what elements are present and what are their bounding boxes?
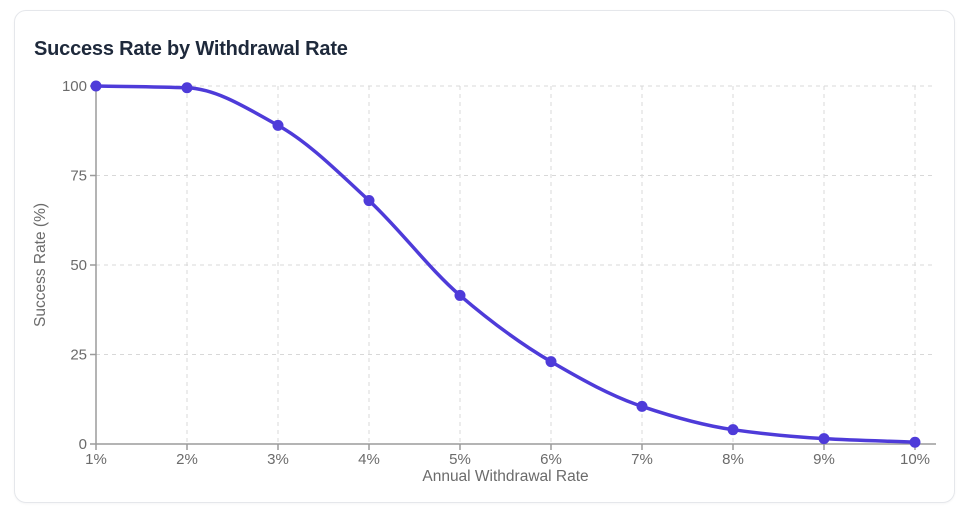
x-tick-label: 6% — [540, 451, 562, 468]
data-point — [818, 433, 830, 445]
data-point — [90, 80, 102, 92]
data-point — [363, 195, 375, 207]
x-tick-label: 5% — [449, 451, 471, 468]
x-axis-title: Annual Withdrawal Rate — [422, 468, 588, 485]
data-point — [636, 400, 648, 412]
y-tick-label: 0 — [79, 436, 87, 453]
data-point — [272, 119, 284, 131]
data-point — [545, 356, 557, 368]
x-tick-label: 4% — [358, 451, 380, 468]
x-tick-label: 7% — [631, 451, 653, 468]
x-tick-label: 1% — [85, 451, 107, 468]
chart-card: Success Rate by Withdrawal Rate 1% 2% 3% 4%… — [14, 10, 955, 503]
x-tick-label: 9% — [813, 451, 835, 468]
data-point — [909, 436, 921, 448]
series-line — [94, 84, 917, 444]
chart-title: Success Rate by Withdrawal Rate — [34, 38, 348, 60]
data-point — [454, 289, 466, 301]
x-tick-label: 3% — [267, 451, 289, 468]
y-tick-label: 25 — [70, 347, 87, 364]
data-point — [181, 82, 193, 94]
y-tick-label: 50 — [70, 257, 87, 274]
y-axis-title: Success Rate (%) — [32, 203, 49, 327]
x-tick-label: 8% — [722, 451, 744, 468]
y-tick-label: 100 — [62, 78, 87, 95]
line-chart: 1% 2% 3% 4% 5% 6% 7% 8% 9% 10% 0 25 50 75 100 Annual Wi… — [32, 78, 936, 485]
x-tick-label: 10% — [900, 451, 930, 468]
data-point — [727, 424, 739, 436]
y-tick-label: 75 — [70, 168, 87, 185]
x-tick-label: 2% — [176, 451, 198, 468]
